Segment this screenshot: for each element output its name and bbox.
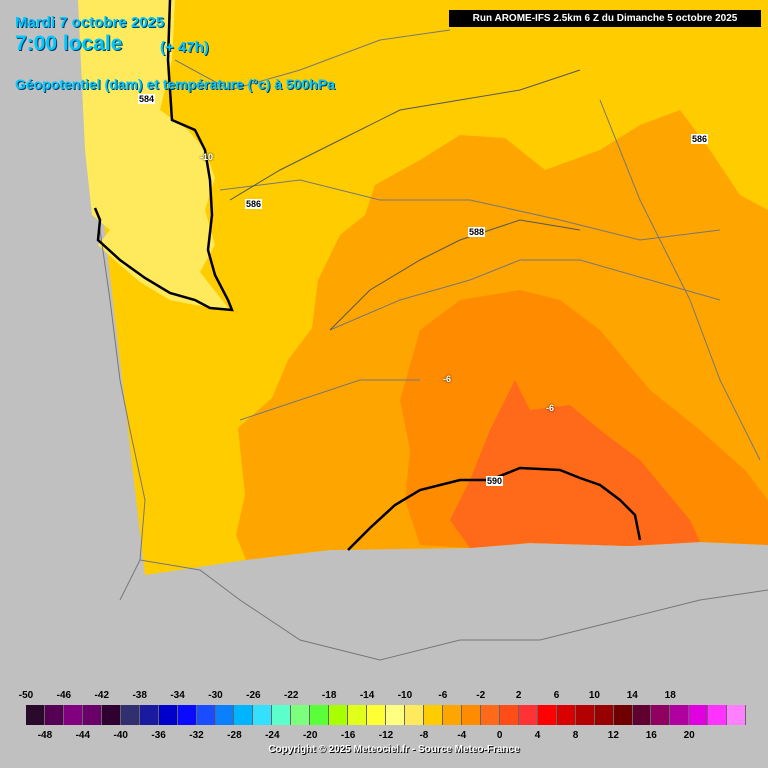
legend-color-cell	[253, 705, 273, 725]
legend-color-cell	[177, 705, 197, 725]
legend-color-cell	[196, 705, 216, 725]
legend-top-label: -22	[284, 690, 299, 701]
legend-top-label: -50	[18, 690, 34, 701]
legend-color-cell	[575, 705, 595, 725]
contour-lines-thin	[229, 69, 581, 331]
legend-top-label: -26	[246, 690, 261, 701]
contour-line-584	[93, 0, 234, 312]
legend-bottom-label: -48	[37, 730, 53, 741]
legend-top-label: -46	[56, 690, 72, 701]
legend-color-cell	[424, 705, 443, 725]
temperature-label: -6	[443, 374, 452, 384]
legend-bottom-label: -20	[302, 730, 318, 741]
parameter-title: Géopotentiel (dam) et température (°c) à…	[15, 76, 335, 92]
legend-top-label: -42	[94, 690, 110, 701]
legend-bottom-label: 12	[607, 730, 619, 741]
legend-top-label: 10	[588, 690, 600, 701]
color-legend	[26, 705, 747, 725]
forecast-date: Mardi 7 octobre 2025	[15, 14, 165, 31]
legend-top-label: -30	[208, 690, 223, 701]
legend-bottom-label: 16	[645, 730, 657, 741]
legend-color-cell	[215, 705, 235, 725]
temperature-label: -6	[546, 403, 555, 413]
legend-bottom-label: -32	[189, 730, 204, 741]
legend-bottom-label: 8	[572, 730, 579, 741]
legend-top-label: 2	[515, 690, 522, 701]
legend-top-label: 18	[664, 690, 676, 701]
legend-color-cell	[329, 705, 349, 725]
legend-color-cell	[480, 705, 500, 725]
legend-color-cell	[727, 705, 747, 725]
borders	[99, 29, 768, 661]
legend-color-cell	[386, 705, 406, 725]
legend-color-cell	[44, 705, 64, 725]
forecast-time: 7:00 locale	[15, 32, 123, 55]
temperature-label: -10	[200, 152, 214, 162]
legend-top-label: -6	[438, 690, 448, 701]
geopotential-label: 588	[468, 227, 486, 237]
legend-bottom-label: -40	[113, 730, 128, 741]
legend-color-cell	[632, 705, 652, 725]
legend-bottom-label: -4	[457, 730, 467, 741]
legend-color-cell	[291, 705, 311, 725]
legend-color-cell	[537, 705, 557, 725]
legend-bottom-label: -8	[419, 730, 429, 741]
legend-color-cell	[26, 705, 45, 725]
legend-top-label: -14	[359, 690, 375, 701]
legend-color-cell	[670, 705, 690, 725]
temp-area-minus12	[78, 0, 230, 310]
geopotential-label: 586	[245, 199, 263, 209]
legend-top-label: -2	[476, 690, 486, 701]
legend-color-cell	[367, 705, 387, 725]
legend-color-cell	[234, 705, 254, 725]
geopotential-label: 586	[691, 134, 709, 144]
legend-color-cell	[499, 705, 519, 725]
legend-color-cell	[139, 705, 159, 725]
legend-top-label: 6	[553, 690, 560, 701]
legend-color-cell	[556, 705, 576, 725]
contour-line-590	[347, 466, 642, 551]
legend-top-label: -34	[170, 690, 185, 701]
legend-color-cell	[613, 705, 633, 725]
legend-color-cell	[594, 705, 614, 725]
legend-color-cell	[101, 705, 121, 725]
legend-bottom-label: 20	[683, 730, 695, 741]
legend-top-label: -18	[321, 690, 337, 701]
legend-color-cell	[651, 705, 671, 725]
legend-color-cell	[442, 705, 462, 725]
legend-bottom-label: -16	[340, 730, 356, 741]
legend-color-cell	[82, 705, 102, 725]
geopotential-label: 584	[138, 94, 156, 104]
legend-color-cell	[689, 705, 709, 725]
legend-color-cell	[310, 705, 330, 725]
legend-bottom-label: -44	[75, 730, 91, 741]
geopotential-label: 590	[486, 476, 504, 486]
legend-color-cell	[272, 705, 292, 725]
legend-color-cell	[63, 705, 83, 725]
legend-color-cell	[348, 705, 368, 725]
legend-top-label: 14	[626, 690, 638, 701]
temp-area-minus4	[450, 380, 700, 548]
legend-color-cell	[461, 705, 481, 725]
copyright: Copyright © 2025 Meteociel.fr - Source M…	[268, 744, 520, 755]
legend-color-cell	[708, 705, 728, 725]
legend-bottom-label: -24	[265, 730, 280, 741]
forecast-lead-time: (+ 47h)	[160, 39, 209, 56]
legend-bottom-label: -36	[151, 730, 166, 741]
temp-patch-minus6-north	[430, 350, 460, 410]
legend-bottom-label: 0	[496, 730, 503, 741]
legend-bottom-label: -12	[378, 730, 394, 741]
legend-color-cell	[158, 705, 178, 725]
legend-top-label: -38	[132, 690, 147, 701]
legend-color-cell	[518, 705, 538, 725]
legend-top-label: -10	[397, 690, 413, 701]
legend-bottom-label: 4	[534, 730, 541, 741]
legend-color-cell	[405, 705, 425, 725]
legend-bottom-label: -28	[227, 730, 242, 741]
run-info: Run AROME-IFS 2.5km 6 Z du Dimanche 5 oc…	[449, 10, 761, 27]
legend-color-cell	[120, 705, 140, 725]
